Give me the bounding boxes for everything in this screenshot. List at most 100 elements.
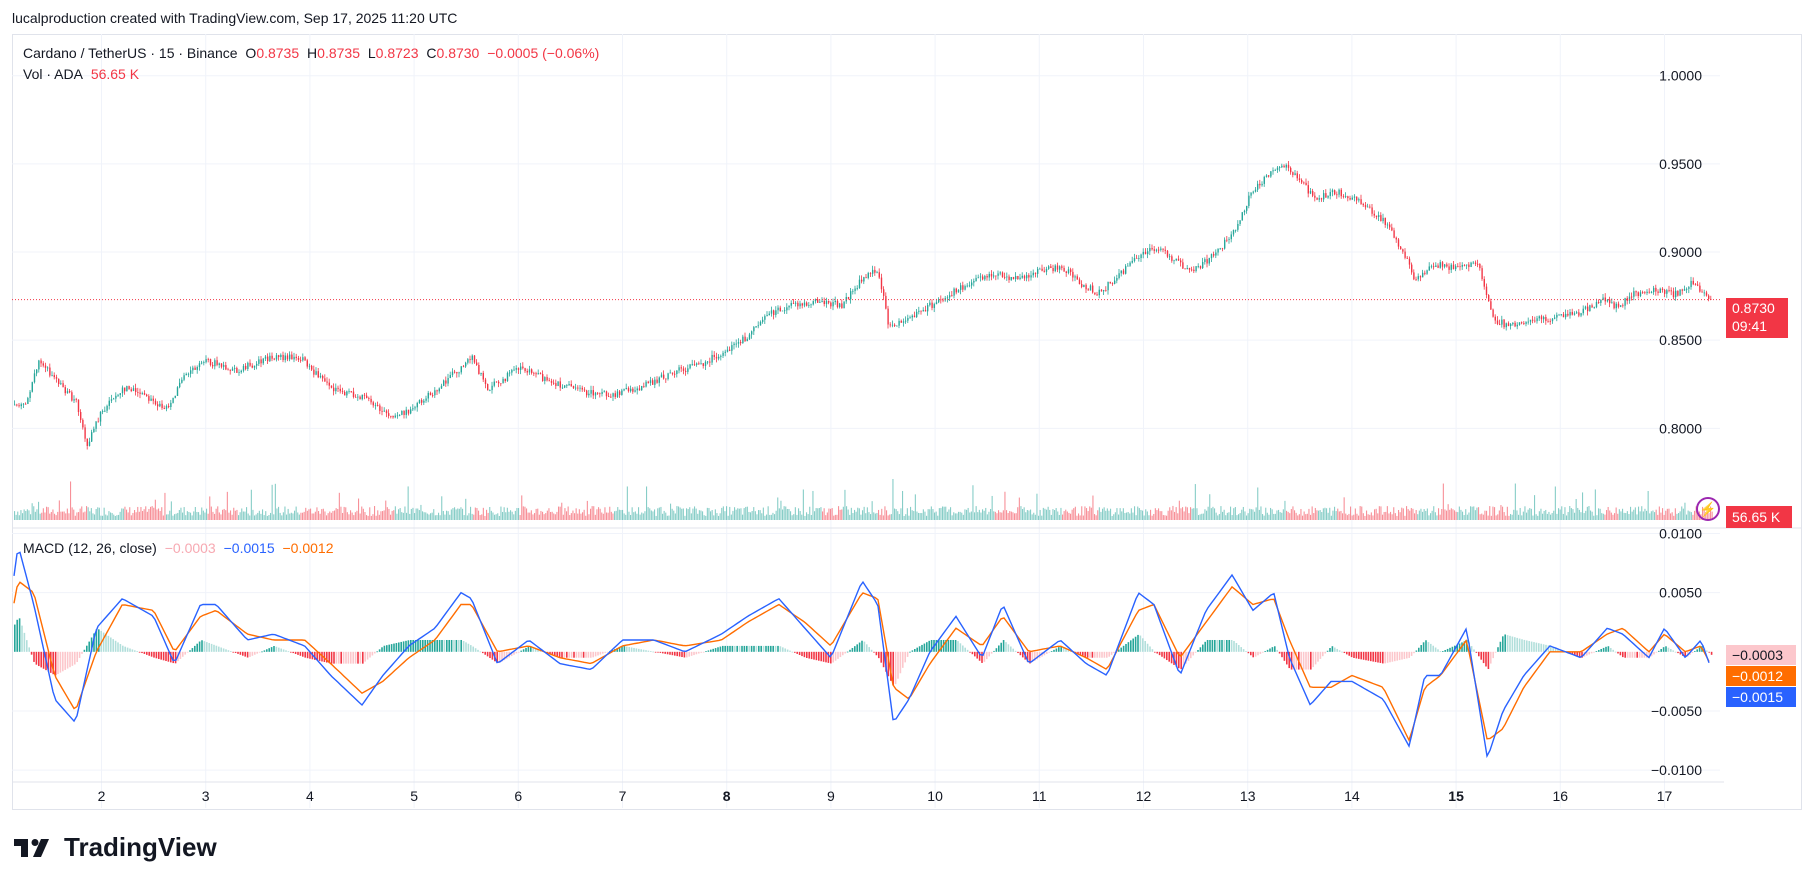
candle-body [489,390,491,391]
volume-bar [982,509,984,520]
volume-bar [538,514,540,520]
macd-hist-bar [842,651,844,656]
volume-bar [345,507,347,520]
volume-bar [506,507,508,520]
volume-bar [468,513,470,520]
time-tick-label: 5 [410,788,418,804]
close-label: C [426,45,437,61]
macd-hist-bar [458,639,460,652]
macd-hist-bar [849,649,851,652]
macd-hist-bar [520,650,522,652]
volume-bar [740,508,742,520]
candle-body [506,372,509,382]
candle-body [1338,189,1340,195]
volume-bar [1046,509,1048,520]
candle-body [1309,190,1312,194]
volume-bar [530,510,532,520]
candle-body [1120,270,1122,274]
volume-bar [1137,506,1139,520]
volume-bar [966,509,968,520]
candle-body [680,367,682,369]
candle-body [491,385,493,391]
volume-bar [449,514,451,520]
macd-signal-line [13,581,1710,742]
volume-bar [262,509,264,520]
volume-bar [1550,514,1552,520]
candle-body [1435,265,1437,267]
candle-body [894,324,896,327]
volume-label[interactable]: Vol · ADA [23,66,83,82]
macd-hist-bar [402,641,405,652]
candle-body [693,364,696,366]
volume-bar [1465,509,1467,520]
volume-bar [943,506,945,520]
volume-bar [876,513,878,520]
macd-hist-bar [318,651,321,661]
macd-hist-bar [431,639,434,652]
candle-body [1518,322,1521,325]
candle-body [502,378,504,384]
tradingview-logo[interactable]: TradingView [14,832,217,863]
macd-hist-bar [1473,649,1475,652]
volume-bar [1452,509,1454,520]
volume-bar [38,501,40,520]
candle-body [1171,256,1173,261]
candle-body [137,391,139,393]
volume-bar [729,506,731,520]
volume-bar [1279,512,1281,520]
candle-body [1056,265,1059,270]
volume-bar [1660,512,1662,520]
volume-bar [95,509,97,520]
macd-hist-bar [479,651,482,653]
volume-bar [1258,509,1260,520]
macd-label[interactable]: MACD (12, 26, close) [23,540,157,556]
candle-body [1358,199,1360,201]
macd-hist-bar [1559,649,1562,652]
candle-body [1479,263,1481,269]
chart-frame[interactable] [12,34,1802,810]
volume-bar [537,508,539,520]
macd-hist-bar [1274,646,1276,652]
candle-body [284,355,286,361]
macd-hist-bar [1386,651,1389,663]
candle-body [1254,189,1257,192]
volume-bar [438,512,440,520]
macd-hist-bar [669,651,671,655]
candle-body [1098,289,1100,296]
lightning-icon[interactable]: ⚡ [1696,497,1720,521]
macd-hist-bar [1631,651,1634,658]
candle-body [1441,262,1444,267]
macd-hist-bar [1451,646,1454,652]
candle-body [66,391,69,394]
volume-bar [84,511,86,520]
volume-bar [540,510,542,520]
volume-bar [1324,507,1326,520]
macd-hist-bar [832,651,834,663]
volume-bar [604,507,606,520]
macd-hist-bar [134,650,136,652]
candle-body [84,427,86,439]
volume-bar [1206,510,1208,520]
candle-body [1246,205,1248,211]
volume-bar [777,497,779,520]
volume-bar [258,510,260,520]
macd-hist-bar [213,644,215,652]
volume-bar [897,511,899,520]
macd-hist-bar [928,640,930,652]
volume-bar [650,510,652,520]
candle-body [960,285,962,290]
volume-bar [1180,508,1182,520]
volume-bar [1385,511,1387,520]
macd-hist-bar [1007,644,1010,652]
candle-body [201,362,203,364]
macd-hist-bar [129,648,131,652]
volume-bar [433,509,435,520]
volume-bar [910,506,912,520]
symbol-label[interactable]: Cardano / TetherUS · 15 · Binance [23,45,238,61]
macd-hist-bar [546,651,549,653]
volume-bar [474,507,476,520]
volume-bar [1348,513,1350,520]
time-tick-label: 9 [827,788,835,804]
macd-hist-tag: −0.0003 [1726,645,1796,665]
